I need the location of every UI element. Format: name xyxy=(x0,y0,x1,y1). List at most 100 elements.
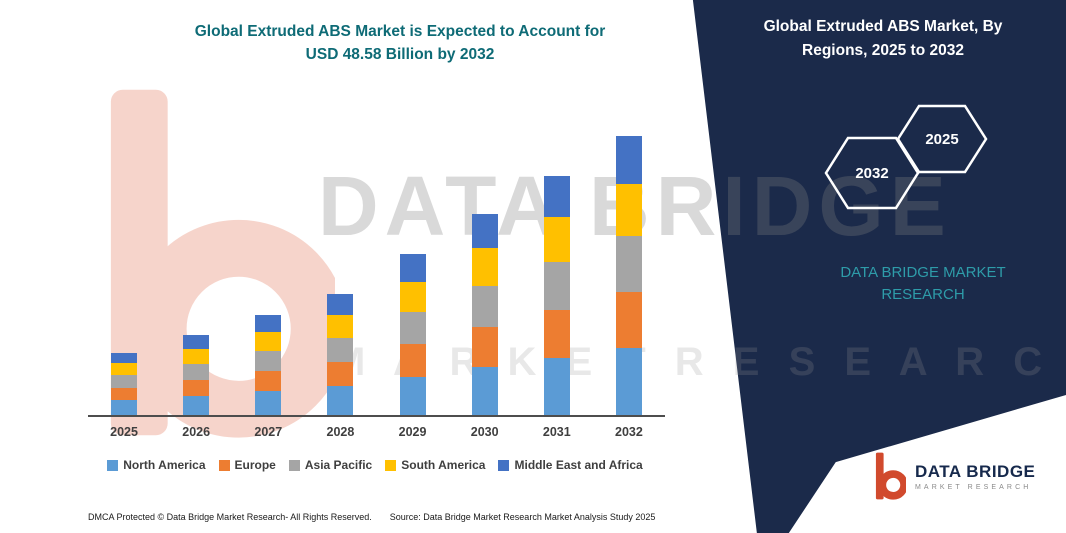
stacked-bar-2030 xyxy=(471,213,498,415)
bar-segment-asia-pacific xyxy=(543,262,570,311)
hexagon-badge-2025: 2025 xyxy=(896,104,988,174)
footer: DMCA Protected © Data Bridge Market Rese… xyxy=(88,512,655,522)
bar-segment-middle-east-and-africa xyxy=(327,293,354,315)
bar-segment-south-america xyxy=(471,247,498,287)
chart-title-line2: USD 48.58 Billion by 2032 xyxy=(305,46,495,64)
bar-segment-north-america xyxy=(183,396,210,415)
hexagon-filled-icon xyxy=(896,104,988,174)
bar-segment-asia-pacific xyxy=(327,337,354,362)
bar-segment-north-america xyxy=(615,347,642,415)
bar-slot xyxy=(160,335,232,415)
hexagon-outline-icon xyxy=(824,136,920,210)
x-tick-label: 2030 xyxy=(470,425,499,439)
bar-segment-middle-east-and-africa xyxy=(543,176,570,218)
corner-logo-name: DATA BRIDGE xyxy=(915,461,1036,481)
stacked-bar-2032 xyxy=(615,136,642,415)
bar-segment-middle-east-and-africa xyxy=(615,136,642,184)
bar-segment-asia-pacific xyxy=(471,286,498,327)
bar-segment-north-america xyxy=(327,385,354,415)
panel-heading: Global Extruded ABS Market, By Regions, … xyxy=(763,18,1003,60)
legend-item: Asia Pacific xyxy=(288,458,373,472)
bar-segment-north-america xyxy=(111,400,138,415)
bar-slot xyxy=(377,254,449,415)
stacked-bar-2029 xyxy=(399,254,426,415)
bar-segment-north-america xyxy=(399,376,426,415)
bar-segment-south-america xyxy=(399,281,426,313)
hexagon-badge-2032: 2032 xyxy=(824,136,920,210)
bar-slot xyxy=(521,176,593,415)
brand-text: DATA BRIDGE MARKET RESEARCH xyxy=(840,264,1006,303)
bar-segment-south-america xyxy=(111,362,138,375)
legend-swatch xyxy=(107,459,119,471)
bar-segment-middle-east-and-africa xyxy=(399,254,426,282)
x-tick-label: 2028 xyxy=(326,425,355,439)
corner-logo-text: DATA BRIDGE MARKET RESEARCH xyxy=(915,462,1035,491)
bar-slot xyxy=(232,314,304,415)
stacked-bar-2027 xyxy=(255,314,282,415)
data-bridge-logo-watermark-icon xyxy=(110,89,335,438)
data-bridge-logo-icon xyxy=(875,452,906,500)
legend-swatch xyxy=(385,459,397,471)
hexagon-front-label: 2025 xyxy=(925,130,959,148)
bar-segment-middle-east-and-africa xyxy=(183,335,210,350)
corner-logo: DATA BRIDGE MARKET RESEARCH xyxy=(874,452,1035,500)
chart-title: Global Extruded ABS Market is Expected t… xyxy=(110,20,690,67)
bar-segment-asia-pacific xyxy=(183,363,210,381)
legend-label: Asia Pacific xyxy=(304,458,373,472)
dmca-text: DMCA Protected © Data Bridge Market Rese… xyxy=(88,512,372,522)
bar-segment-south-america xyxy=(615,183,642,237)
x-tick-label: 2031 xyxy=(542,425,571,439)
chart-title-line1: Global Extruded ABS Market is Expected t… xyxy=(194,23,606,40)
bar-segment-europe xyxy=(255,370,282,391)
bar-segment-middle-east-and-africa xyxy=(111,352,138,363)
bar-segment-north-america xyxy=(471,366,498,415)
bar-segment-asia-pacific xyxy=(399,312,426,345)
stacked-bar-chart: 2025 2026 2027 2028 2029 2030 2031 2032 xyxy=(88,130,665,439)
legend-swatch xyxy=(498,459,510,471)
stacked-bar-2031 xyxy=(543,176,570,415)
source-text: Source: Data Bridge Market Research Mark… xyxy=(389,512,656,522)
bar-segment-south-america xyxy=(327,314,354,338)
legend-item: Europe xyxy=(218,458,276,472)
bar-segment-asia-pacific xyxy=(111,374,138,388)
bar-segment-europe xyxy=(399,344,426,377)
x-tick-label: 2029 xyxy=(398,425,427,439)
bar-segment-south-america xyxy=(255,331,282,351)
legend-label: Europe xyxy=(234,458,276,472)
bar-segment-north-america xyxy=(255,390,282,415)
bar-segment-europe xyxy=(471,326,498,367)
bar-segment-middle-east-and-africa xyxy=(255,314,282,332)
legend-swatch xyxy=(288,459,300,471)
stacked-bar-2026 xyxy=(183,335,210,415)
x-labels: 2025 2026 2027 2028 2029 2030 2031 2032 xyxy=(88,417,665,439)
bar-slot xyxy=(304,293,376,415)
bar-segment-europe xyxy=(183,380,210,397)
bar-segment-middle-east-and-africa xyxy=(471,213,498,248)
bar-slot xyxy=(593,136,665,415)
bar-segment-asia-pacific xyxy=(615,236,642,293)
bar-segment-north-america xyxy=(543,357,570,415)
bar-segment-europe xyxy=(111,387,138,401)
legend-label: South America xyxy=(401,458,486,472)
bar-segment-asia-pacific xyxy=(255,350,282,371)
legend-item: Middle East and Africa xyxy=(498,458,643,472)
hexagon-back-label: 2032 xyxy=(855,164,889,182)
legend: North America Europe Asia Pacific South Ame… xyxy=(80,458,670,472)
bar-slot xyxy=(449,213,521,415)
bar-segment-south-america xyxy=(183,349,210,364)
legend-swatch xyxy=(218,459,230,471)
stacked-bar-2025 xyxy=(111,352,138,415)
bar-segment-europe xyxy=(543,310,570,358)
bar-slot xyxy=(88,352,160,415)
plot-area xyxy=(88,130,665,417)
x-tick-label: 2027 xyxy=(254,425,283,439)
x-tick-label: 2026 xyxy=(182,425,211,439)
x-tick-label: 2025 xyxy=(110,425,138,439)
watermark-text-line2: M A R K E T R E S E A R C H xyxy=(332,340,1066,384)
legend-item: North America xyxy=(107,458,206,472)
bar-segment-europe xyxy=(327,361,354,386)
bar-segment-south-america xyxy=(543,217,570,263)
legend-item: South America xyxy=(385,458,485,472)
bar-segment-europe xyxy=(615,292,642,348)
